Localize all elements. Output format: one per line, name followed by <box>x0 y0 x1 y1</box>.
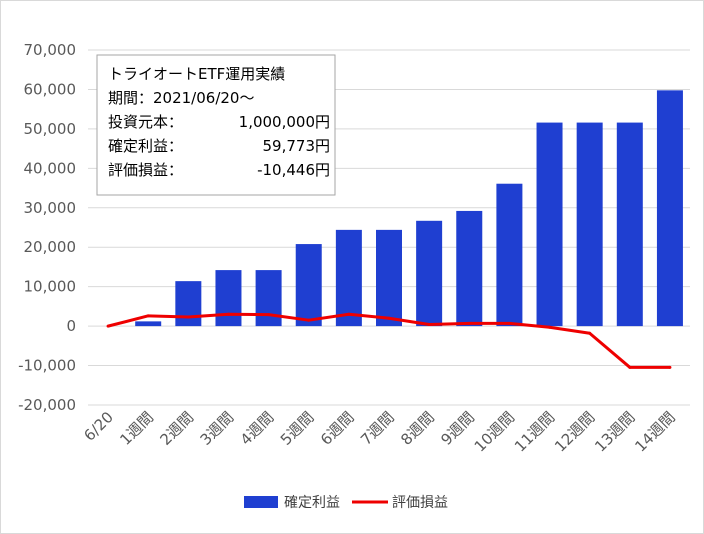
line-point <box>146 314 150 318</box>
line-point <box>267 313 271 317</box>
legend-label: 評価損益 <box>392 495 448 511</box>
y-tick-label: 70,000 <box>24 41 77 59</box>
line-point <box>668 365 672 369</box>
x-tick-label: 4週間 <box>237 408 278 449</box>
info-box-label: 期間：2021/06/20～ <box>108 89 254 107</box>
line-point <box>548 325 552 329</box>
info-box-value: 59,773円 <box>263 137 331 155</box>
y-axis-ticks: 70,000 60,000 50,000 40,000 30,000 20,000 10,0… <box>18 41 76 414</box>
line-point <box>507 321 511 325</box>
line-point <box>307 318 311 322</box>
bar <box>135 321 162 327</box>
y-tick-label: 50,000 <box>24 120 77 138</box>
x-axis-ticks: 6/20 1週間 2週間 3週間 4週間 5週間 6週間 7週間 8週間 9週間10週間11週間1… <box>80 408 678 455</box>
x-tick-label: 6週間 <box>317 408 358 449</box>
x-tick-label: 11週間 <box>511 408 558 455</box>
legend: 確定利益 評価損益 <box>244 495 448 511</box>
x-tick-label: 7週間 <box>357 408 398 449</box>
x-tick-label: 1週間 <box>116 408 157 449</box>
info-box-value: 1,000,000円 <box>239 113 330 131</box>
bar-series <box>135 90 683 327</box>
line-point <box>387 316 391 320</box>
info-box-label: 確定利益： <box>108 137 183 155</box>
legend-swatch-bar <box>244 496 278 508</box>
bar <box>215 270 242 327</box>
line-point <box>226 312 230 316</box>
bar <box>536 122 563 327</box>
x-tick-label: 13週間 <box>591 408 638 455</box>
bar <box>295 244 322 327</box>
bar <box>496 183 523 327</box>
info-box-label: トライオートETF運用実績 <box>108 65 285 83</box>
y-tick-label: 10,000 <box>24 278 77 296</box>
x-tick-label: 14週間 <box>631 408 678 455</box>
x-tick-label: 6/20 <box>80 408 117 445</box>
bar <box>175 281 202 327</box>
bar <box>456 210 483 327</box>
line-series <box>106 312 672 369</box>
line-point <box>347 312 351 316</box>
y-tick-label: 30,000 <box>24 199 77 217</box>
line-point <box>106 324 110 328</box>
x-tick-label: 10週間 <box>471 408 518 455</box>
y-tick-label: -20,000 <box>18 396 76 414</box>
y-tick-label: 40,000 <box>24 159 77 177</box>
x-tick-label: 3週間 <box>197 408 238 449</box>
line-point <box>588 331 592 335</box>
line-point <box>186 315 190 319</box>
bar <box>255 270 282 327</box>
info-box-label: 評価損益： <box>108 161 183 179</box>
x-tick-label: 12週間 <box>551 408 598 455</box>
bar <box>576 122 603 327</box>
x-tick-label: 2週間 <box>156 408 197 449</box>
y-tick-label: -10,000 <box>18 357 76 375</box>
x-tick-label: 5週間 <box>277 408 318 449</box>
x-tick-label: 8週間 <box>397 408 438 449</box>
line-point <box>628 365 632 369</box>
bar <box>416 220 443 327</box>
bar <box>335 229 362 327</box>
info-box-value: -10,446円 <box>257 161 330 179</box>
line-point <box>467 321 471 325</box>
y-tick-label: 20,000 <box>24 238 77 256</box>
info-box-label: 投資元本： <box>108 113 183 131</box>
bar <box>616 122 643 327</box>
legend-label: 確定利益 <box>284 495 340 511</box>
y-tick-label: 0 <box>66 317 76 335</box>
info-box-frame <box>96 54 336 196</box>
line-point <box>427 323 431 327</box>
y-tick-label: 60,000 <box>24 80 77 98</box>
bar <box>656 90 683 327</box>
bar <box>376 229 402 327</box>
